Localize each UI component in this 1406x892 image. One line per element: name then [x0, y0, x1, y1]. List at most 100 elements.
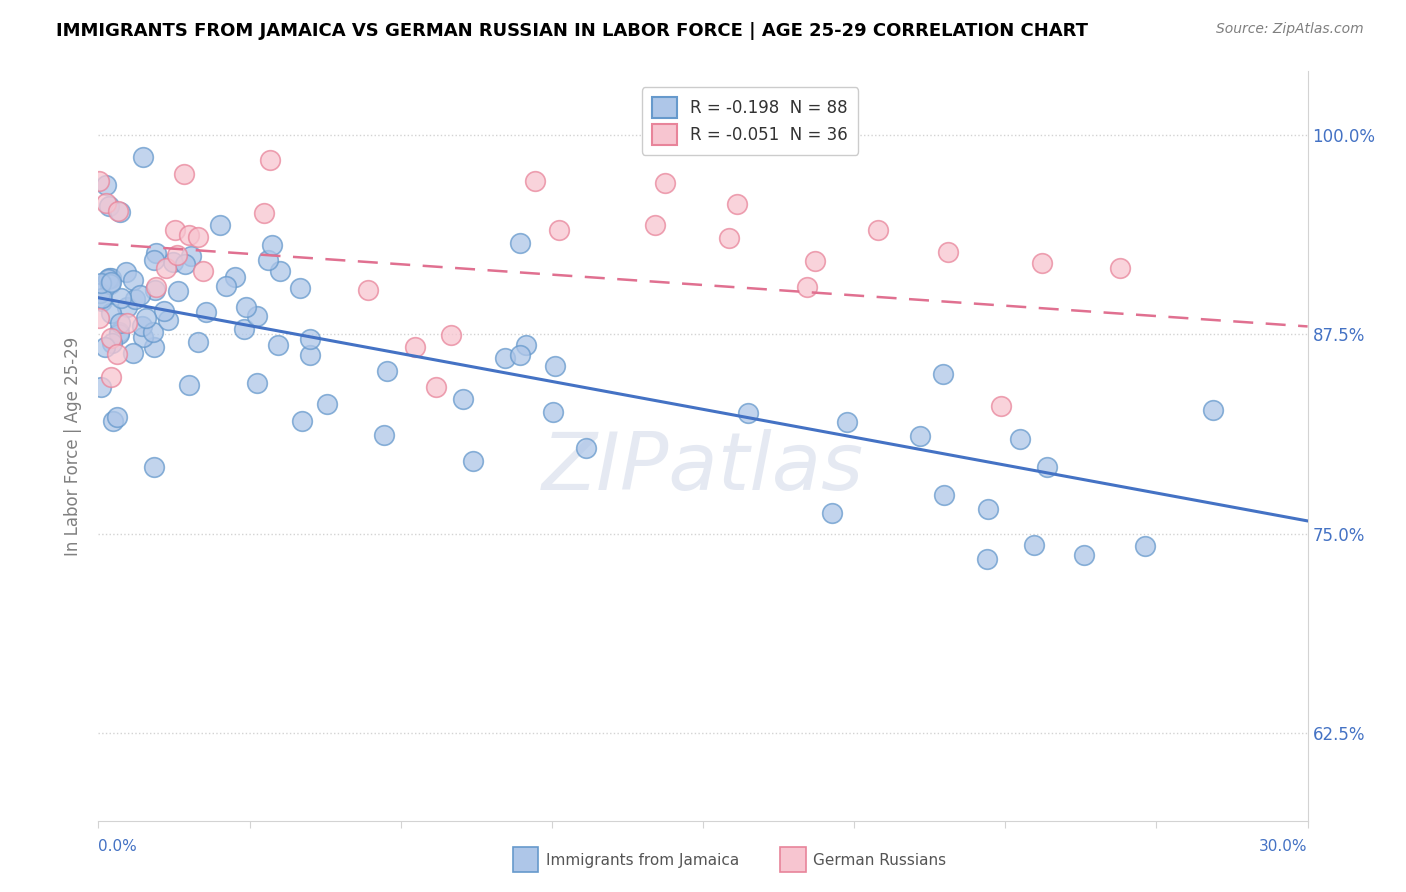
Point [142, 252, 165, 267]
Point [163, 223, 186, 237]
Point [143, 283, 166, 297]
Point [290, 280, 312, 294]
Point [101, 414, 124, 428]
Point [191, 264, 214, 278]
Point [187, 230, 209, 244]
Text: 0.0%: 0.0% [98, 839, 138, 855]
Point [162, 254, 184, 268]
Point [548, 223, 571, 237]
Text: 30.0%: 30.0% [1260, 839, 1308, 855]
Point [155, 260, 177, 275]
Point [121, 346, 143, 360]
Point [725, 196, 748, 211]
Point [373, 428, 395, 442]
Point [463, 454, 485, 468]
Text: Source: ZipAtlas.com: Source: ZipAtlas.com [1216, 22, 1364, 37]
Point [173, 167, 195, 181]
Point [124, 292, 146, 306]
Point [866, 223, 889, 237]
Point [90, 276, 112, 290]
Point [110, 316, 132, 330]
Point [187, 334, 209, 349]
Point [315, 397, 337, 411]
Point [654, 176, 676, 190]
Point [142, 325, 165, 339]
Point [145, 279, 167, 293]
Point [523, 174, 546, 188]
Point [267, 338, 290, 352]
Point [96, 178, 118, 192]
Point [1109, 261, 1132, 276]
Point [110, 291, 132, 305]
Point [932, 368, 955, 382]
Point [779, 112, 801, 127]
Point [98, 277, 121, 291]
Point [544, 359, 567, 374]
Point [509, 347, 531, 361]
Point [509, 235, 531, 250]
Point [93, 341, 115, 355]
Point [142, 340, 165, 354]
Point [259, 153, 281, 168]
Point [108, 325, 131, 339]
Point [100, 370, 122, 384]
Point [837, 415, 859, 429]
Point [115, 301, 138, 315]
Point [541, 405, 564, 419]
Point [453, 392, 475, 407]
Point [232, 322, 254, 336]
Point [515, 338, 537, 352]
Point [100, 275, 122, 289]
Point [100, 331, 122, 345]
Point [404, 341, 426, 355]
Point [246, 309, 269, 323]
Point [291, 414, 314, 428]
Text: German Russians: German Russians [813, 854, 946, 868]
Point [977, 502, 1000, 516]
Point [110, 205, 132, 219]
Point [208, 219, 231, 233]
Point [932, 488, 955, 502]
Point [1036, 459, 1059, 474]
Point [128, 287, 150, 301]
Point [246, 376, 269, 390]
Point [173, 257, 195, 271]
Point [177, 227, 200, 242]
Point [143, 459, 166, 474]
Point [90, 380, 112, 394]
Point [1202, 402, 1225, 417]
Point [180, 249, 202, 263]
Point [1022, 538, 1045, 552]
Point [1031, 256, 1053, 270]
Point [87, 174, 110, 188]
Point [101, 335, 124, 350]
Point [990, 399, 1012, 413]
Point [89, 285, 111, 300]
Point [804, 254, 827, 268]
Point [96, 195, 118, 210]
Point [91, 293, 114, 308]
Point [299, 348, 322, 362]
Point [796, 280, 818, 294]
Point [425, 380, 447, 394]
Point [100, 306, 122, 320]
Text: Immigrants from Jamaica: Immigrants from Jamaica [546, 854, 738, 868]
Point [1073, 548, 1095, 562]
Point [108, 326, 131, 341]
Point [100, 271, 122, 285]
Point [644, 218, 666, 232]
Point [105, 347, 128, 361]
Point [132, 150, 155, 164]
Point [122, 273, 145, 287]
Y-axis label: In Labor Force | Age 25-29: In Labor Force | Age 25-29 [63, 336, 82, 556]
Point [821, 506, 844, 520]
Point [737, 406, 759, 420]
Point [115, 316, 138, 330]
Point [107, 204, 129, 219]
Point [91, 291, 114, 305]
Legend: R = -0.198  N = 88, R = -0.051  N = 36: R = -0.198 N = 88, R = -0.051 N = 36 [641, 87, 858, 154]
Point [357, 283, 380, 297]
Point [257, 252, 280, 267]
Point [253, 205, 276, 219]
Point [215, 278, 238, 293]
